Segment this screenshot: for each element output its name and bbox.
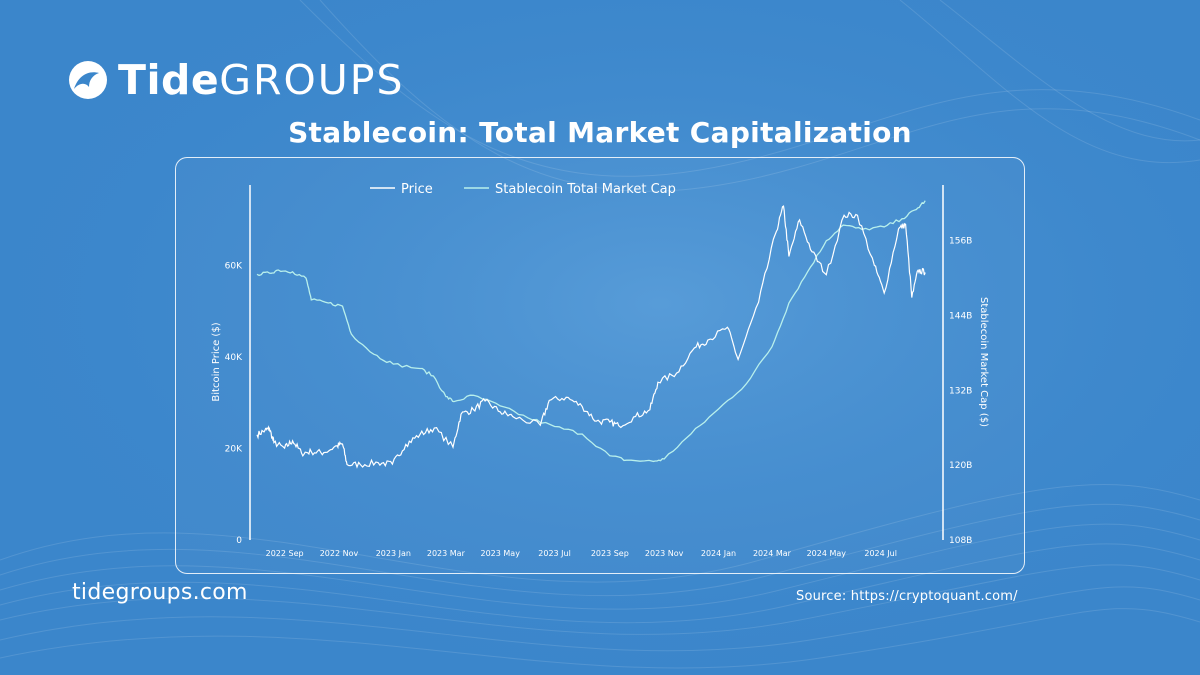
x-tick-label: 2024 Jul xyxy=(864,549,897,558)
left-tick-label: 0 xyxy=(236,536,242,546)
x-tick-label: 2023 Mar xyxy=(427,549,466,558)
chart-legend: Price Stablecoin Total Market Cap xyxy=(370,182,676,197)
x-tick-label: 2024 Jan xyxy=(701,549,736,558)
x-tick-label: 2023 Nov xyxy=(645,549,684,558)
chart-panel xyxy=(175,157,1025,574)
chart-title: Stablecoin: Total Market Capitalization xyxy=(288,116,912,149)
right-axis-title: Stablecoin Market Cap ($) xyxy=(978,297,989,427)
brand-name-bold: Tide xyxy=(118,56,220,104)
x-tick-label: 2022 Sep xyxy=(266,549,304,558)
x-tick-label: 2024 May xyxy=(807,549,847,558)
left-tick-label: 20K xyxy=(225,445,243,455)
website-url: tidegroups.com xyxy=(72,580,248,605)
right-tick-label: 132B xyxy=(949,386,972,396)
left-tick-label: 40K xyxy=(225,353,243,363)
left-tick-label: 60K xyxy=(225,262,243,272)
right-tick-label: 156B xyxy=(949,237,972,247)
source-credit: Source: https://cryptoquant.com/ xyxy=(796,589,1018,604)
wave-logo-icon xyxy=(69,61,107,99)
chart-ticks: 2022 Sep 2022 Nov 2023 Jan 2023 Mar 2023 May… xyxy=(225,237,973,558)
legend-price-label: Price xyxy=(401,182,433,197)
right-tick-label: 120B xyxy=(949,461,972,471)
legend-stablecoin-label: Stablecoin Total Market Cap xyxy=(495,182,676,197)
x-tick-label: 2024 Mar xyxy=(753,549,792,558)
stablecoin-series-line xyxy=(256,200,926,463)
chart-axes xyxy=(249,185,944,540)
x-tick-label: 2022 Nov xyxy=(320,549,359,558)
right-tick-label: 108B xyxy=(949,536,972,546)
brand-name: TideGROUPS xyxy=(118,58,404,102)
x-tick-label: 2023 Sep xyxy=(591,549,629,558)
brand-name-light: GROUPS xyxy=(219,56,405,104)
brand-logo: TideGROUPS xyxy=(68,58,404,102)
x-tick-label: 2023 Jan xyxy=(376,549,411,558)
right-tick-label: 144B xyxy=(949,311,972,321)
x-tick-label: 2023 Jul xyxy=(538,549,571,558)
chart-canvas: Price Stablecoin Total Market Cap Bitcoi… xyxy=(211,182,989,558)
left-axis-title: Bitcoin Price ($) xyxy=(211,322,222,401)
price-series-line xyxy=(256,205,926,469)
x-tick-label: 2023 May xyxy=(480,549,520,558)
